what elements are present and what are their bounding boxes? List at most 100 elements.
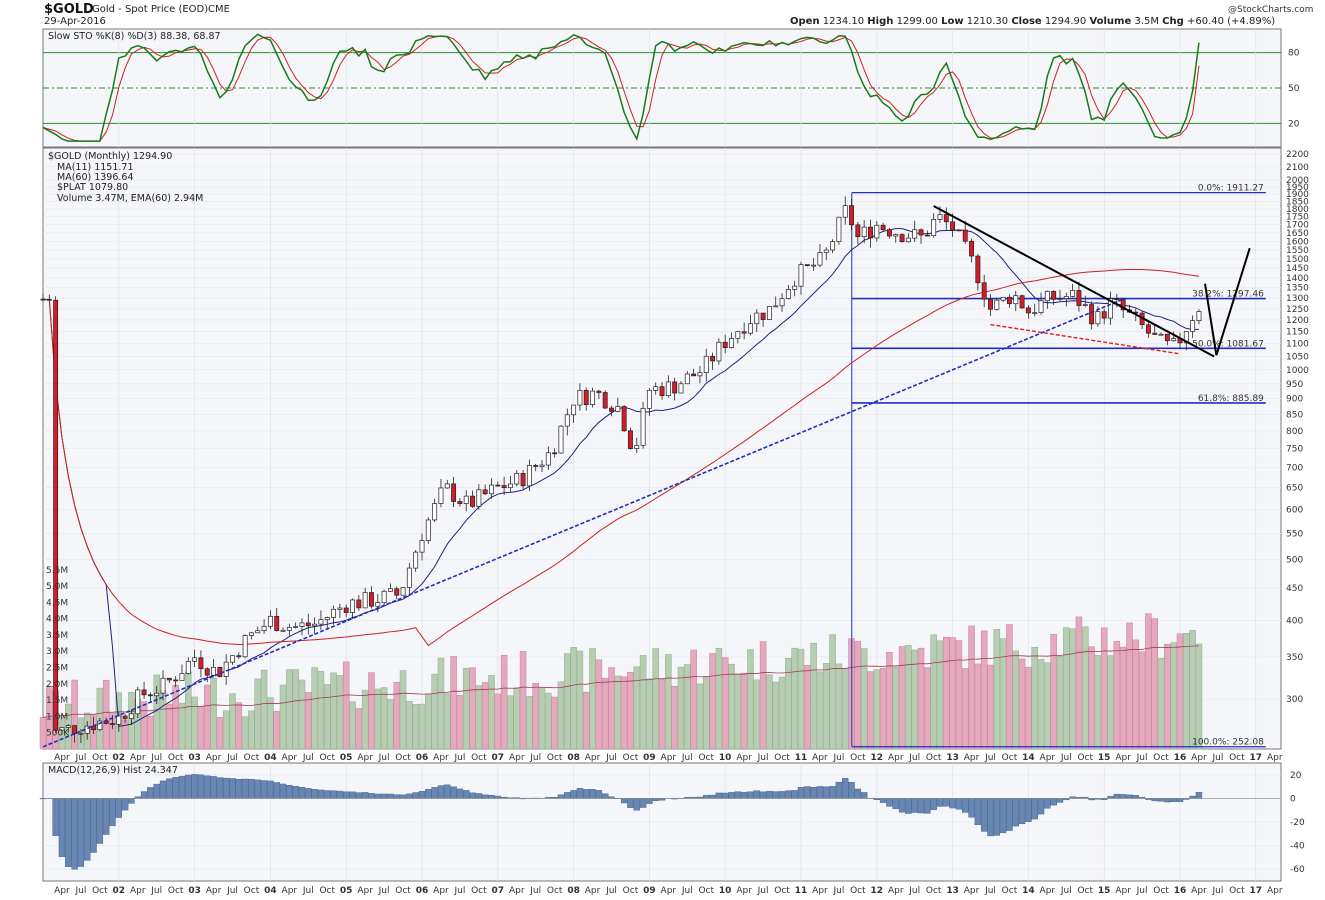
macd-hist-bar bbox=[930, 798, 937, 811]
volume-bar bbox=[823, 663, 830, 750]
candle-layer bbox=[40, 196, 1202, 743]
volume-bar bbox=[854, 641, 862, 750]
candle-body bbox=[1152, 332, 1158, 335]
volume-bar bbox=[936, 640, 944, 750]
candle-body bbox=[425, 519, 431, 541]
macd-tick-label: -60 bbox=[1290, 865, 1305, 875]
x-month-label: Jul bbox=[908, 753, 920, 763]
volume-bar bbox=[279, 684, 287, 750]
x-month-label: Apr bbox=[888, 753, 904, 763]
candle-body bbox=[72, 725, 78, 735]
volume-bar bbox=[1025, 666, 1032, 750]
candle-body bbox=[318, 619, 324, 625]
candle-body bbox=[501, 485, 507, 489]
macd-hist-bar bbox=[267, 780, 274, 799]
candle-body bbox=[324, 617, 330, 621]
candle-body bbox=[969, 240, 975, 257]
volume-bar bbox=[570, 647, 577, 750]
volume-bar bbox=[816, 671, 824, 750]
volume-bar bbox=[387, 699, 394, 750]
volume-bar bbox=[1088, 646, 1095, 750]
candle-body bbox=[811, 264, 817, 267]
candle-body bbox=[444, 483, 450, 489]
x-month-label: Jul bbox=[757, 886, 769, 896]
macd-hist-bar bbox=[84, 798, 91, 861]
x-month-label: Oct bbox=[168, 886, 184, 896]
macd-hist-bar bbox=[740, 791, 748, 799]
volume-value: 3.5M bbox=[1134, 16, 1159, 27]
x-year-label: 17 bbox=[1250, 753, 1263, 763]
price-tick-label: 1400 bbox=[1286, 274, 1309, 284]
candle-body bbox=[476, 489, 482, 507]
volume-bar bbox=[930, 634, 937, 750]
candle-body bbox=[703, 355, 709, 373]
macd-hist-bar bbox=[886, 798, 893, 807]
x-year-label: 13 bbox=[946, 886, 959, 896]
macd-hist-bar bbox=[842, 778, 849, 799]
x-month-label: Jul bbox=[1136, 753, 1148, 763]
volume-bar bbox=[696, 683, 704, 750]
sto-d-line bbox=[42, 35, 1200, 142]
macd-hist-bar bbox=[791, 790, 798, 799]
macd-hist-bar bbox=[570, 790, 577, 799]
volume-bar bbox=[437, 657, 445, 750]
macd-hist-bar bbox=[1107, 796, 1114, 799]
macd-tick-label: -20 bbox=[1290, 818, 1305, 828]
macd-hist-bar bbox=[311, 789, 318, 799]
x-month-label: Apr bbox=[661, 886, 677, 896]
candle-body bbox=[950, 221, 956, 231]
candle-body bbox=[937, 214, 943, 220]
macd-hist-bar bbox=[993, 798, 1001, 836]
volume-bar bbox=[361, 689, 369, 750]
macd-hist-bar bbox=[583, 789, 590, 799]
candle-body bbox=[261, 625, 267, 632]
volume-bar bbox=[172, 684, 179, 750]
x-month-label: Oct bbox=[244, 886, 260, 896]
candle-body bbox=[1114, 298, 1120, 300]
candle-body bbox=[1158, 333, 1164, 336]
volume-bar bbox=[324, 684, 331, 750]
x-year-label: 13 bbox=[946, 753, 959, 763]
volume-tick-label: 2.5M bbox=[46, 664, 68, 674]
macd-hist-bar bbox=[488, 795, 495, 799]
candle-body bbox=[173, 679, 179, 682]
candle-body bbox=[615, 406, 621, 412]
macd-hist-bar bbox=[425, 789, 432, 799]
x-month-label: Apr bbox=[433, 753, 449, 763]
volume-bar bbox=[147, 715, 154, 750]
candle-body bbox=[1145, 324, 1151, 334]
candle-body bbox=[236, 655, 242, 658]
volume-bar bbox=[545, 692, 552, 750]
volume-bar bbox=[879, 668, 887, 750]
x-year-label: 05 bbox=[340, 753, 353, 763]
macd-hist-bar bbox=[999, 798, 1007, 834]
x-month-label: Oct bbox=[774, 753, 790, 763]
price-tick-label: 800 bbox=[1286, 427, 1303, 437]
macd-hist-bar bbox=[759, 791, 767, 799]
price-tick-label: 1950 bbox=[1286, 183, 1309, 193]
candle-body bbox=[495, 484, 501, 487]
candle-body bbox=[899, 234, 905, 243]
macd-hist-bar bbox=[1170, 798, 1177, 802]
macd-hist-bar bbox=[879, 798, 887, 803]
x-month-label: Jul bbox=[1211, 753, 1223, 763]
fib-label: 38.2%: 1297.46 bbox=[1192, 290, 1264, 300]
macd-hist-bar bbox=[96, 798, 104, 844]
low-label: Low bbox=[941, 16, 963, 27]
volume-bar bbox=[785, 658, 792, 750]
volume-bar bbox=[462, 667, 470, 750]
macd-hist-bar bbox=[463, 790, 470, 799]
macd-hist-bar bbox=[766, 790, 773, 799]
candle-body bbox=[886, 229, 892, 237]
candle-body bbox=[710, 355, 716, 362]
candle-body bbox=[672, 381, 678, 394]
candle-body bbox=[691, 373, 697, 377]
x-year-label: 02 bbox=[113, 886, 126, 896]
x-year-label: 07 bbox=[492, 753, 505, 763]
annotation-layer bbox=[42, 205, 1251, 748]
x-month-label: Oct bbox=[1077, 753, 1093, 763]
volume-bar bbox=[538, 687, 546, 750]
projection-arrow bbox=[1204, 247, 1251, 356]
candle-body bbox=[1063, 296, 1069, 299]
